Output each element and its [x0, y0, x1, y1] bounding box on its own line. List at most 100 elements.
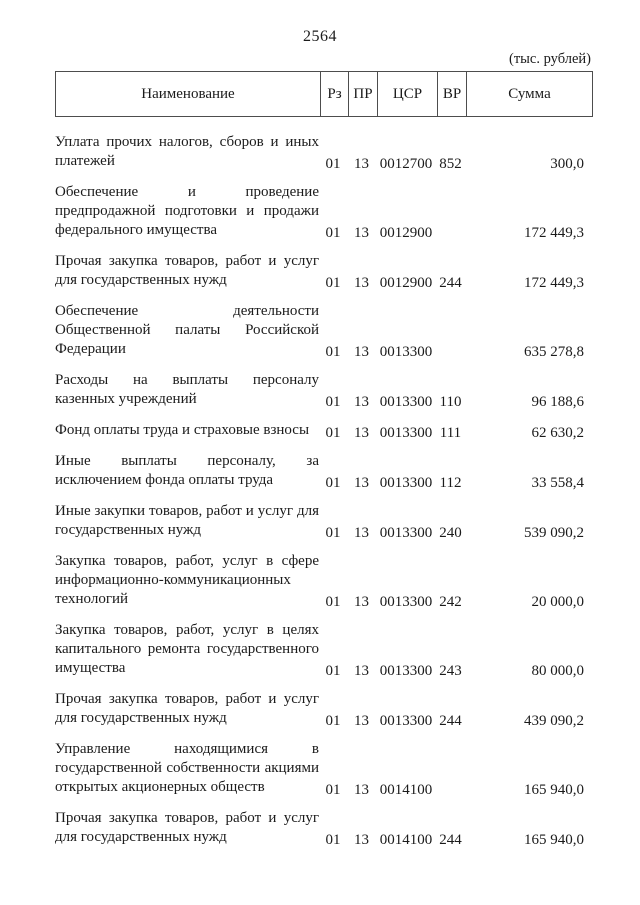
table-row: Иные закупки товаров, работ и услуг для … — [55, 502, 593, 543]
row-rz: 01 — [325, 275, 341, 291]
row-pr: 13 — [354, 344, 369, 360]
row-vr: 244 — [439, 275, 462, 291]
row-vr: 112 — [439, 475, 462, 491]
row-pr: 13 — [354, 713, 369, 729]
row-sum: 439 090,2 — [524, 713, 584, 729]
row-sum: 80 000,0 — [531, 663, 585, 679]
table-row: Иные выплаты персоналу, за исключением ф… — [55, 452, 593, 493]
row-csr: 0013300 — [379, 663, 433, 679]
row-csr: 0013300 — [379, 344, 433, 360]
table-row: Расходы на выплаты персоналу казенных уч… — [55, 371, 593, 412]
row-csr: 0013300 — [379, 525, 433, 541]
row-vr: 244 — [439, 832, 462, 848]
row-rz: 01 — [325, 525, 341, 541]
row-csr: 0014100 — [379, 832, 433, 848]
row-name: Расходы на выплаты персоналу казенных уч… — [55, 372, 319, 407]
row-rz: 01 — [325, 594, 341, 610]
table-header-row: Наименование Рз ПР ЦСР ВР Сумма — [55, 71, 593, 117]
row-rz: 01 — [325, 156, 341, 172]
row-sum: 20 000,0 — [531, 594, 585, 610]
row-name: Прочая закупка товаров, работ и услуг дл… — [55, 810, 319, 845]
row-csr: 0013300 — [379, 394, 433, 410]
row-name: Прочая закупка товаров, работ и услуг дл… — [55, 691, 319, 726]
row-vr: 852 — [439, 156, 462, 172]
header-cell-vr: ВР — [437, 72, 466, 116]
header-cell-pr: ПР — [348, 72, 377, 116]
header-cell-name: Наименование — [141, 85, 235, 102]
row-sum: 33 558,4 — [531, 475, 585, 491]
row-rz: 01 — [325, 713, 341, 729]
row-name: Управление находящимися в государственно… — [55, 741, 319, 795]
row-sum: 172 449,3 — [524, 275, 584, 291]
table-row: Закупка товаров, работ, услуг в сфере ин… — [55, 552, 593, 612]
row-pr: 13 — [354, 782, 369, 798]
row-sum: 300,0 — [550, 156, 584, 172]
row-vr: 110 — [439, 394, 462, 410]
row-name: Иные выплаты персоналу, за исключением ф… — [55, 453, 319, 488]
row-rz: 01 — [325, 832, 341, 848]
row-pr: 13 — [354, 156, 369, 172]
table-row: Прочая закупка товаров, работ и услуг дл… — [55, 690, 593, 731]
row-csr: 0013300 — [379, 713, 433, 729]
row-sum: 635 278,8 — [524, 344, 584, 360]
row-csr: 0013300 — [379, 425, 433, 441]
row-sum: 165 940,0 — [524, 782, 584, 798]
header-cell-sum: Сумма — [466, 72, 592, 116]
table-row: Управление находящимися в государственно… — [55, 740, 593, 800]
row-name: Уплата прочих налогов, сборов и иных пла… — [55, 134, 319, 169]
row-pr: 13 — [354, 475, 369, 491]
row-name: Обеспечение деятельности Общественной па… — [55, 303, 319, 357]
row-name: Закупка товаров, работ, услуг в целях ка… — [55, 622, 319, 676]
table-row: Закупка товаров, работ, услуг в целях ка… — [55, 621, 593, 681]
table-row: Обеспечение и проведение предпродажной п… — [55, 183, 593, 243]
row-sum: 165 940,0 — [524, 832, 584, 848]
row-csr: 0012900 — [379, 275, 433, 291]
row-sum: 96 188,6 — [531, 394, 585, 410]
page-number: 2564 — [303, 28, 337, 45]
row-rz: 01 — [325, 425, 341, 441]
row-vr: 242 — [439, 594, 462, 610]
row-sum: 539 090,2 — [524, 525, 584, 541]
row-pr: 13 — [354, 594, 369, 610]
table-row: Прочая закупка товаров, работ и услуг дл… — [55, 809, 593, 850]
table-row: Фонд оплаты труда и страховые взносы 01 … — [55, 421, 593, 443]
row-vr: 243 — [439, 663, 462, 679]
row-csr: 0012900 — [379, 225, 433, 241]
row-rz: 01 — [325, 225, 341, 241]
row-csr: 0012700 — [379, 156, 433, 172]
row-pr: 13 — [354, 275, 369, 291]
row-rz: 01 — [325, 782, 341, 798]
row-rz: 01 — [325, 394, 341, 410]
row-sum: 62 630,2 — [531, 425, 585, 441]
budget-table: Наименование Рз ПР ЦСР ВР Сумма Уплата п… — [55, 71, 593, 850]
row-pr: 13 — [354, 394, 369, 410]
row-pr: 13 — [354, 832, 369, 848]
row-name: Закупка товаров, работ, услуг в сфере ин… — [55, 553, 319, 607]
table-row: Прочая закупка товаров, работ и услуг дл… — [55, 252, 593, 293]
row-vr: 244 — [439, 713, 462, 729]
row-rz: 01 — [325, 344, 341, 360]
units-note: (тыс. рублей) — [509, 51, 591, 67]
table-body: Уплата прочих налогов, сборов и иных пла… — [55, 133, 593, 850]
header-cell-csr: ЦСР — [377, 72, 437, 116]
row-vr: 240 — [439, 525, 462, 541]
row-pr: 13 — [354, 525, 369, 541]
row-pr: 13 — [354, 425, 369, 441]
row-name: Обеспечение и проведение предпродажной п… — [55, 184, 319, 238]
page-content: (тыс. рублей) Наименование Рз ПР ЦСР ВР … — [55, 50, 593, 859]
row-csr: 0014100 — [379, 782, 433, 798]
row-pr: 13 — [354, 663, 369, 679]
header-cell-rz: Рз — [320, 72, 348, 116]
row-rz: 01 — [325, 663, 341, 679]
row-csr: 0013300 — [379, 475, 433, 491]
row-name: Прочая закупка товаров, работ и услуг дл… — [55, 253, 319, 288]
table-row: Уплата прочих налогов, сборов и иных пла… — [55, 133, 593, 174]
row-name: Фонд оплаты труда и страховые взносы — [55, 422, 310, 438]
row-sum: 172 449,3 — [524, 225, 584, 241]
row-csr: 0013300 — [379, 594, 433, 610]
row-name: Иные закупки товаров, работ и услуг для … — [55, 503, 319, 538]
row-vr: 111 — [439, 425, 462, 441]
table-row: Обеспечение деятельности Общественной па… — [55, 302, 593, 362]
row-rz: 01 — [325, 475, 341, 491]
